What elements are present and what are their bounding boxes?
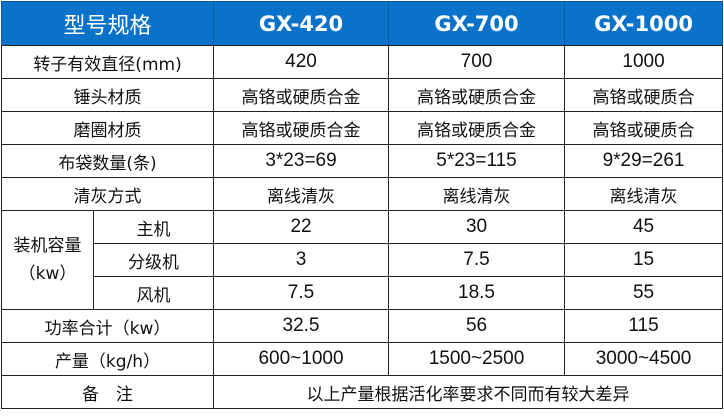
model-header: GX-1000: [564, 1, 724, 46]
cell: 7.5: [213, 276, 390, 310]
cell: 1500~2500: [388, 342, 566, 376]
table-row: 转子有效直径(mm) 420 700 1000: [0, 45, 724, 79]
cell: 18.5: [388, 276, 566, 310]
row-label: 产量（kg/h）: [0, 342, 215, 376]
table-row: 清灰方式 离线清灰 离线清灰 离线清灰: [0, 177, 724, 211]
note-text: 以上产量根据活化率要求不同而有较大差异: [213, 375, 724, 409]
cell: 高铬或硬质合: [564, 78, 724, 112]
table-row: 磨圈材质 高铬或硬质合金 高铬或硬质合金 高铬或硬质合: [0, 111, 724, 145]
cell: 3: [213, 243, 390, 277]
cell: 32.5: [213, 309, 390, 343]
cell: 7.5: [388, 243, 566, 277]
cell: 115: [564, 309, 724, 343]
row-label: 转子有效直径(mm): [0, 45, 215, 79]
table-row: 风机 7.5 18.5 55: [2, 276, 724, 310]
note-label: 备 注: [0, 375, 215, 409]
model-header: GX-700: [388, 1, 566, 46]
cell: 高铬或硬质合金: [388, 78, 566, 112]
cell: 56: [388, 309, 566, 343]
table-row: 装机容量（kw） 主机 22 30 45: [1, 210, 724, 310]
cell: 45: [564, 210, 724, 244]
table-row: 分级机 3 7.5 15: [2, 243, 724, 277]
table-row: 锤头材质 高铬或硬质合金 高铬或硬质合金 高铬或硬质合: [0, 78, 724, 112]
cell: 高铬或硬质合: [564, 111, 724, 145]
cell: 700: [388, 45, 566, 79]
cell: 离线清灰: [388, 177, 566, 211]
cell: 5*23=115: [388, 144, 566, 178]
cell: 22: [213, 210, 390, 244]
cell: 1000: [564, 45, 724, 79]
cell: 离线清灰: [213, 177, 390, 211]
table-row: 备 注 以上产量根据活化率要求不同而有较大差异: [0, 375, 724, 409]
cell: 420: [213, 45, 390, 79]
row-label: 清灰方式: [0, 177, 215, 211]
table-row: 产量（kg/h） 600~1000 1500~2500 3000~4500: [0, 342, 724, 376]
cell: 55: [564, 276, 724, 310]
cell: 600~1000: [213, 342, 390, 376]
row-label: 功率合计（kw）: [0, 309, 215, 343]
capacity-label: 装机容量（kw）: [1, 210, 94, 310]
row-label: 布袋数量(条): [0, 144, 215, 178]
row-label: 锤头材质: [0, 78, 215, 112]
cell: 3000~4500: [564, 342, 724, 376]
row-label: 风机: [92, 276, 215, 310]
cell: 30: [388, 210, 566, 244]
row-label: 分级机: [92, 243, 215, 277]
table-row: 功率合计（kw） 32.5 56 115: [0, 309, 724, 343]
cell: 15: [564, 243, 724, 277]
cell: 离线清灰: [564, 177, 724, 211]
cell: 高铬或硬质合金: [213, 111, 390, 145]
header-row: 型号规格 GX-420 GX-700 GX-1000: [0, 1, 724, 46]
header-label: 型号规格: [0, 1, 215, 46]
cell: 高铬或硬质合金: [388, 111, 566, 145]
row-label: 主机: [92, 210, 215, 244]
cell: 3*23=69: [213, 144, 390, 178]
cell: 高铬或硬质合金: [213, 78, 390, 112]
cell: 9*29=261: [564, 144, 724, 178]
table-row: 布袋数量(条) 3*23=69 5*23=115 9*29=261: [0, 144, 724, 178]
row-label: 磨圈材质: [0, 111, 215, 145]
model-header: GX-420: [213, 1, 390, 46]
